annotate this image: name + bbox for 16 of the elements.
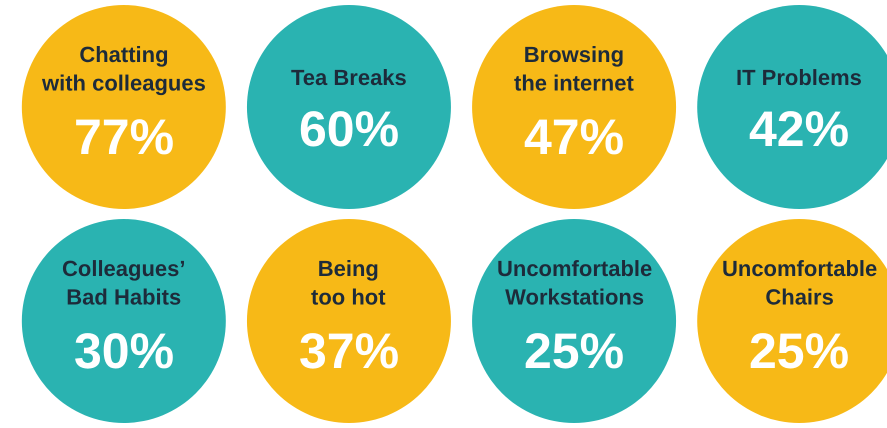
- category-label: IT Problems: [736, 65, 862, 90]
- category-label: Uncomfortable Chairs: [722, 256, 878, 310]
- data-label: 30%: [74, 323, 174, 379]
- category-label: Colleagues’ Bad Habits: [62, 256, 186, 310]
- data-label: 25%: [749, 323, 850, 379]
- category-label: Being too hot: [311, 256, 386, 310]
- category-label: Tea Breaks: [291, 65, 407, 90]
- data-label: 47%: [524, 109, 624, 165]
- data-label: 77%: [74, 109, 174, 165]
- data-label: 37%: [299, 323, 400, 379]
- category-label: Chatting with colleagues: [41, 42, 206, 96]
- data-label: 60%: [299, 101, 400, 157]
- data-label: 42%: [749, 101, 850, 157]
- data-label: 25%: [524, 323, 624, 379]
- category-label: Browsing the internet: [514, 42, 634, 96]
- category-label: Uncomfortable Workstations: [497, 256, 652, 310]
